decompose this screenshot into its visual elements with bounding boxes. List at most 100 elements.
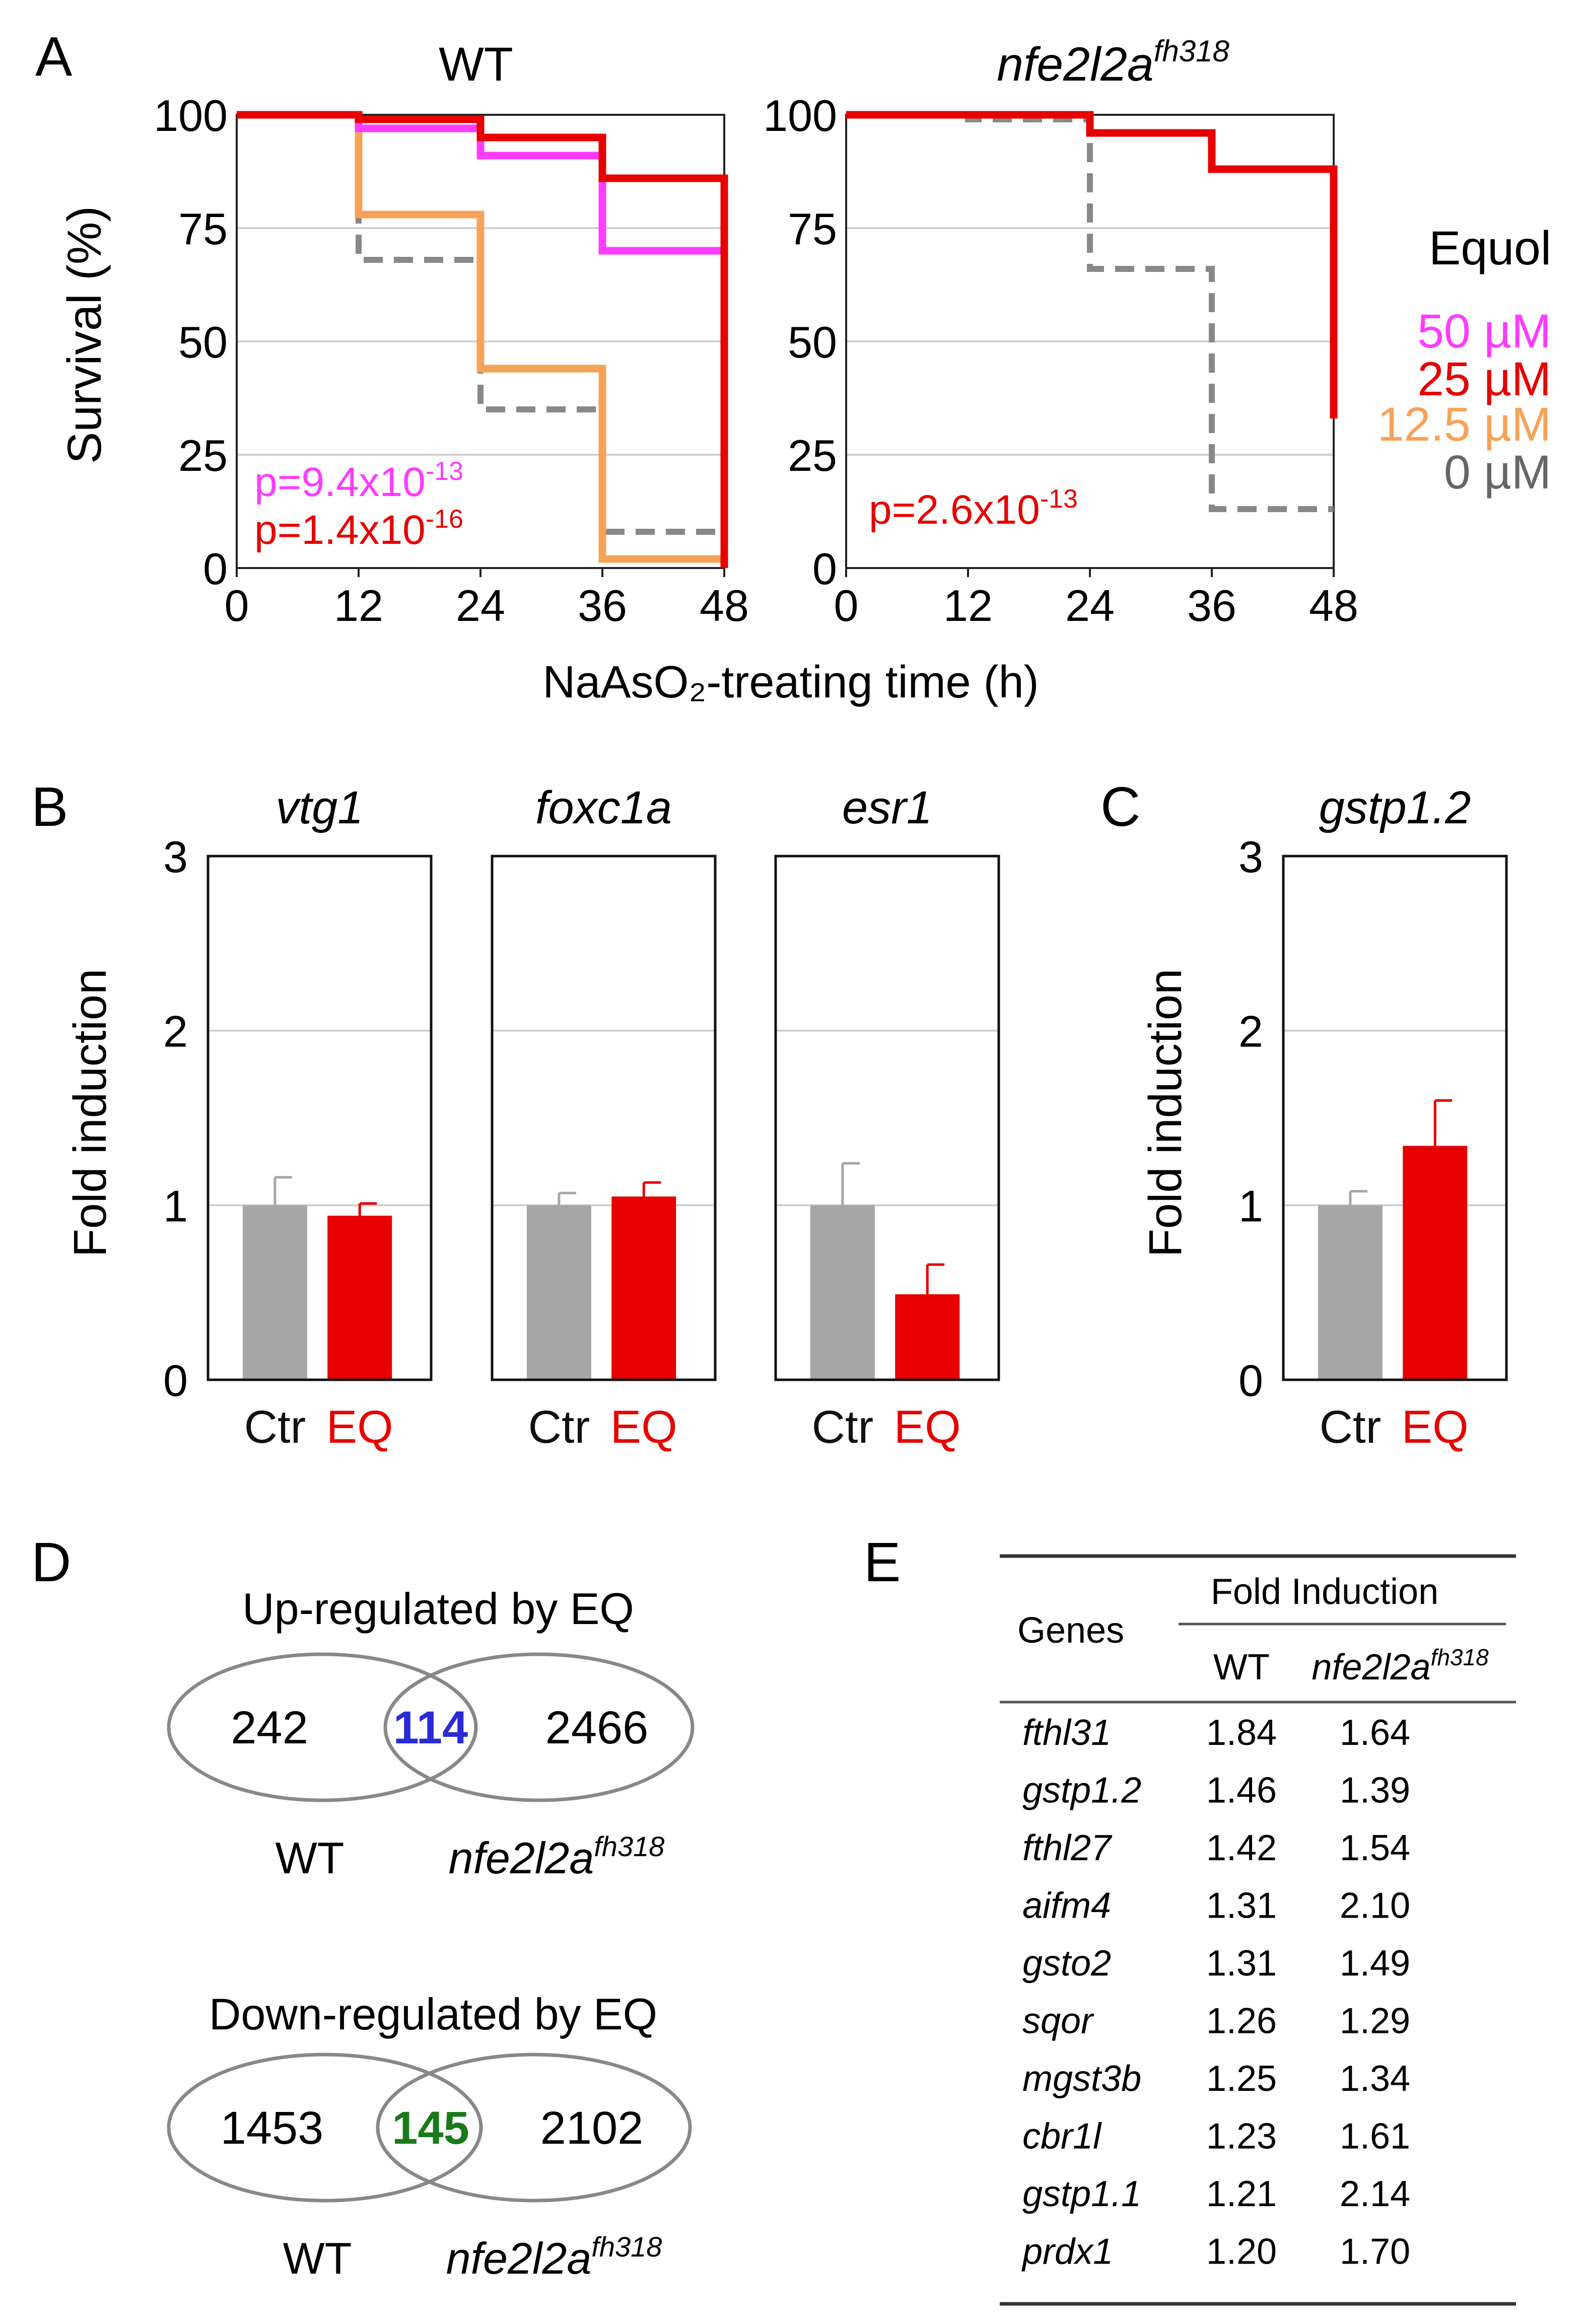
- panel-label-a: A: [35, 26, 73, 88]
- y-tick-label: 50: [788, 317, 837, 367]
- table-cell-mutant: 2.10: [1340, 1886, 1410, 1926]
- x-tick-label: 0: [834, 581, 859, 630]
- y-tick-label: 50: [178, 317, 228, 367]
- legend-item-25: 25 µM: [1417, 353, 1551, 406]
- y-tick-label: 2: [163, 1007, 188, 1057]
- series-line-wt-3: [237, 111, 728, 568]
- series-line-mut-0: [846, 112, 1334, 512]
- bar-plot-esr1: esr1 Ctr EQ: [774, 782, 1000, 1453]
- table-cell-gene: gstp1.2: [1022, 1771, 1141, 1811]
- y-axis-label-b: Fold induction: [64, 969, 116, 1257]
- table-cell-mutant: 1.39: [1340, 1771, 1410, 1811]
- venn-up-title: Up-regulated by EQ: [242, 1584, 634, 1634]
- gene-table: Fold Induction Genes WT nfe2l2afh318 fth…: [1000, 1554, 1516, 2306]
- category-label-eq: EQ: [326, 1401, 393, 1453]
- pvalue-wt-25: p=1.4x10-16: [254, 505, 463, 553]
- table-cell-wt: 1.31: [1206, 1886, 1277, 1926]
- table-cell-gene: sqor: [1022, 2001, 1094, 2041]
- venn-up-left-circle: [167, 1652, 478, 1802]
- pvalue-mutant-25: p=2.6x10-13: [869, 484, 1078, 533]
- y-tick-label: 75: [178, 204, 228, 254]
- y-tick-label: 0: [812, 544, 837, 594]
- bar-plot-foxc1a: foxc1a Ctr EQ: [491, 782, 717, 1453]
- x-tick-label: 48: [700, 581, 749, 630]
- table-cell-mutant: 1.34: [1340, 2059, 1410, 2099]
- table-row: mgst3b 1.25 1.34: [1022, 2059, 1410, 2099]
- y-tick-label: 1: [163, 1181, 188, 1231]
- table-cell-gene: cbr1l: [1022, 2117, 1102, 2157]
- table-cell-mutant: 1.29: [1340, 2001, 1410, 2041]
- venn-up-right-count: 2466: [545, 1702, 649, 1753]
- y-tick-label: 100: [154, 91, 228, 140]
- x-tick-label: 24: [456, 581, 505, 630]
- panel-label-c: C: [1100, 776, 1140, 838]
- y-tick-label: 0: [163, 1356, 188, 1405]
- venn-up-label-mutant: nfe2l2afh318: [449, 1830, 665, 1883]
- gene-title: vtg1: [276, 782, 364, 833]
- bar-eq: [611, 1196, 676, 1380]
- category-label-ctr: Ctr: [812, 1401, 874, 1453]
- venn-down-title: Down-regulated by EQ: [209, 1989, 657, 2039]
- panel-label-d: D: [31, 1531, 71, 1593]
- table-header-genes: Genes: [1017, 1610, 1124, 1651]
- panel-label-b: B: [31, 776, 68, 838]
- venn-down-right-count: 2102: [540, 2102, 644, 2154]
- table-cell-gene: gstp1.1: [1022, 2174, 1141, 2214]
- table-cell-mutant: 1.54: [1340, 1828, 1410, 1868]
- table-cell-wt: 1.31: [1206, 1943, 1277, 1984]
- y-tick-label: 3: [1238, 832, 1263, 882]
- table-row: fthl31 1.84 1.64: [1022, 1713, 1410, 1753]
- table-cell-wt: 1.26: [1206, 2001, 1277, 2041]
- bar-eq: [895, 1294, 960, 1380]
- venn-up-left-count: 242: [231, 1702, 308, 1753]
- venn-down-left-circle: [167, 2053, 483, 2203]
- table-row: fthl27 1.42 1.54: [1022, 1828, 1410, 1868]
- survival-plot-wt: 0 25 50 75 100 0 12 24 36 48: [154, 91, 749, 630]
- table-cell-mutant: 1.70: [1340, 2232, 1410, 2272]
- table-row: gsto2 1.31 1.49: [1022, 1943, 1410, 1984]
- bar-eq: [1403, 1146, 1468, 1380]
- y-tick-label: 25: [788, 431, 837, 480]
- y-tick-label: 25: [178, 431, 228, 480]
- x-tick-label: 24: [1065, 581, 1115, 630]
- table-header-group: Fold Induction: [1211, 1572, 1438, 1612]
- venn-down-label-wt: WT: [283, 2233, 352, 2283]
- x-axis-label: NaAsO₂-treating time (h): [542, 657, 1039, 708]
- y-tick-label: 0: [203, 544, 228, 594]
- table-row: cbr1l 1.23 1.61: [1022, 2117, 1410, 2157]
- survival-plot-mutant: 0 25 50 75 100 0 12 24 36 48: [763, 91, 1358, 630]
- bar-plot-gstp1.2: gstp1.2 0 1 2 3 Ctr EQ: [1238, 782, 1508, 1453]
- bar-plot-frame: [1282, 855, 1508, 1381]
- table-cell-gene: mgst3b: [1022, 2059, 1141, 2099]
- x-tick-label: 12: [943, 581, 993, 630]
- y-tick-label: 0: [1238, 1356, 1263, 1405]
- x-tick-label: 0: [225, 581, 249, 630]
- x-tick-label: 12: [334, 581, 383, 630]
- venn-down-left-count: 1453: [221, 2102, 324, 2154]
- y-axis-label-c: Fold induction: [1140, 969, 1191, 1257]
- survival-panel: WT nfe2l2afh318 Survival (%) NaAsO₂-trea…: [58, 34, 1551, 708]
- pvalue-wt-50: p=9.4x10-13: [254, 457, 463, 505]
- table-rows: fthl31 1.84 1.64 gstp1.2 1.46 1.39 fthl27 1.42 1…: [1021, 1713, 1410, 2272]
- table-cell-mutant: 1.61: [1340, 2117, 1410, 2157]
- table-cell-mutant: 1.64: [1340, 1713, 1410, 1753]
- table-cell-wt: 1.46: [1206, 1771, 1277, 1811]
- y-tick-label: 2: [1238, 1007, 1263, 1057]
- legend-title: Equol: [1429, 222, 1551, 275]
- venn-up-label-wt: WT: [276, 1833, 345, 1883]
- table-cell-gene: prdx1: [1021, 2232, 1113, 2272]
- y-tick-label: 3: [163, 832, 188, 882]
- x-tick-label: 48: [1309, 581, 1358, 630]
- bar-ctr: [810, 1205, 875, 1380]
- legend-item-50: 50 µM: [1417, 305, 1551, 358]
- table-cell-wt: 1.21: [1206, 2174, 1277, 2214]
- fold-induction-panel: Fold induction Fold induction vtg1 0 1 2 3 Ct…: [64, 782, 1508, 1453]
- table-header-mutant: nfe2l2afh318: [1312, 1644, 1489, 1687]
- legend-item-0: 0 µM: [1444, 446, 1551, 499]
- bar-ctr: [526, 1205, 591, 1380]
- x-tick-label: 36: [1187, 581, 1236, 630]
- venn-panel: Up-regulated by EQ 242 114 2466 WT nfe2l…: [167, 1584, 695, 2283]
- table-cell-gene: aifm4: [1022, 1886, 1111, 1926]
- bar-plot-frame: [774, 855, 1000, 1381]
